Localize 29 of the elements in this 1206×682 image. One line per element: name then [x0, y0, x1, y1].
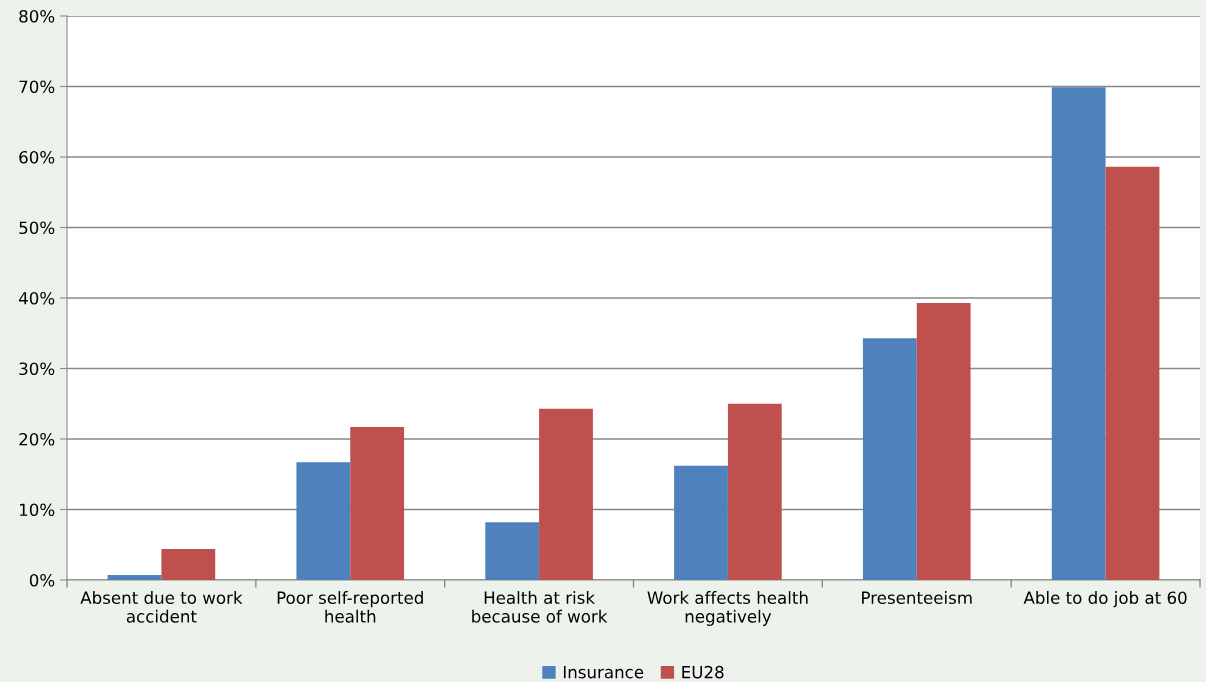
y-tick-label: 50%: [19, 221, 55, 235]
bar: [862, 338, 917, 580]
bar: [296, 462, 351, 580]
y-tick-label: 10%: [19, 503, 55, 517]
x-tick-label: Health at risk because of work: [472, 591, 608, 623]
bar: [539, 408, 593, 580]
bar: [107, 575, 162, 580]
bar: [161, 548, 216, 580]
legend-label: EU28: [682, 665, 724, 679]
bar: [485, 522, 540, 580]
x-tick-label: Poor self-reported health: [277, 591, 423, 623]
x-tick-label: Work affects health negatively: [647, 591, 808, 626]
x-tick-label: Able to do job at 60: [1023, 591, 1187, 608]
x-tick-label: Presenteeism: [862, 591, 972, 605]
legend-label: Insurance: [563, 666, 644, 679]
y-tick-label: 80%: [19, 9, 55, 23]
bar: [674, 465, 728, 580]
y-tick-label: 40%: [18, 291, 55, 305]
bar: [727, 403, 782, 580]
bar: [350, 427, 405, 580]
x-tick-label: Absent due to work accident: [80, 591, 243, 623]
y-tick-label: 30%: [19, 362, 55, 376]
bar: [1051, 87, 1106, 580]
y-tick-label: 70%: [19, 80, 55, 94]
y-tick-label: 20%: [19, 432, 55, 446]
bar: [1105, 166, 1160, 580]
y-tick-label: 0%: [29, 573, 55, 587]
bar: [916, 302, 971, 580]
y-tick-label: 60%: [19, 150, 55, 164]
